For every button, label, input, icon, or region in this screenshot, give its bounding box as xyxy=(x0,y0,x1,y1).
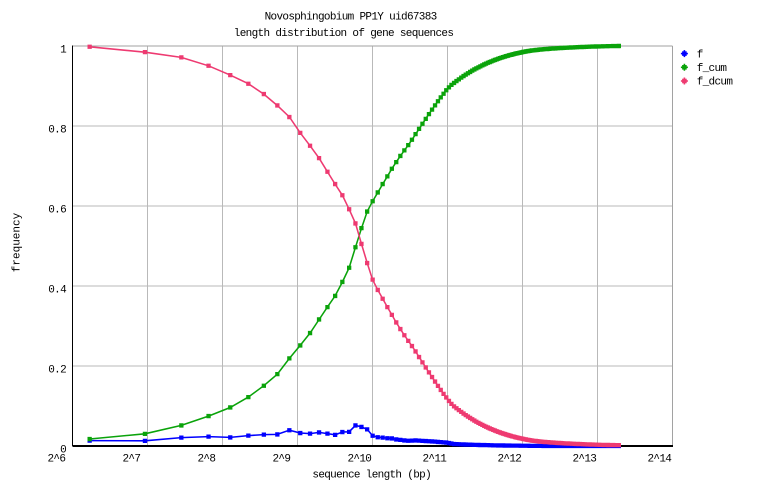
svg-text:f_cum: f_cum xyxy=(697,63,728,75)
svg-text:frequency: frequency xyxy=(12,212,24,272)
svg-text:2^6: 2^6 xyxy=(48,453,66,465)
svg-text:f: f xyxy=(697,49,703,61)
svg-text:0: 0 xyxy=(60,445,66,457)
svg-text:2^12: 2^12 xyxy=(498,453,522,465)
svg-text:2^9: 2^9 xyxy=(273,453,291,465)
svg-text:Novosphingobium PP1Y uid67383: Novosphingobium PP1Y uid67383 xyxy=(265,12,437,24)
svg-text:f_dcum: f_dcum xyxy=(697,77,734,89)
svg-text:length distribution of gene se: length distribution of gene sequences xyxy=(234,28,454,40)
svg-text:2^10: 2^10 xyxy=(348,453,372,465)
svg-text:2^14: 2^14 xyxy=(648,453,673,465)
svg-text:2^7: 2^7 xyxy=(123,453,141,465)
svg-text:2^8: 2^8 xyxy=(198,453,216,465)
svg-text:2^13: 2^13 xyxy=(573,453,597,465)
svg-text:0.8: 0.8 xyxy=(48,125,66,137)
svg-text:sequence length (bp): sequence length (bp) xyxy=(312,470,431,482)
svg-text:1: 1 xyxy=(60,45,67,57)
svg-text:0.6: 0.6 xyxy=(48,205,66,217)
svg-text:0.4: 0.4 xyxy=(48,285,67,297)
svg-text:0.2: 0.2 xyxy=(48,365,66,377)
svg-text:2^11: 2^11 xyxy=(423,453,448,465)
